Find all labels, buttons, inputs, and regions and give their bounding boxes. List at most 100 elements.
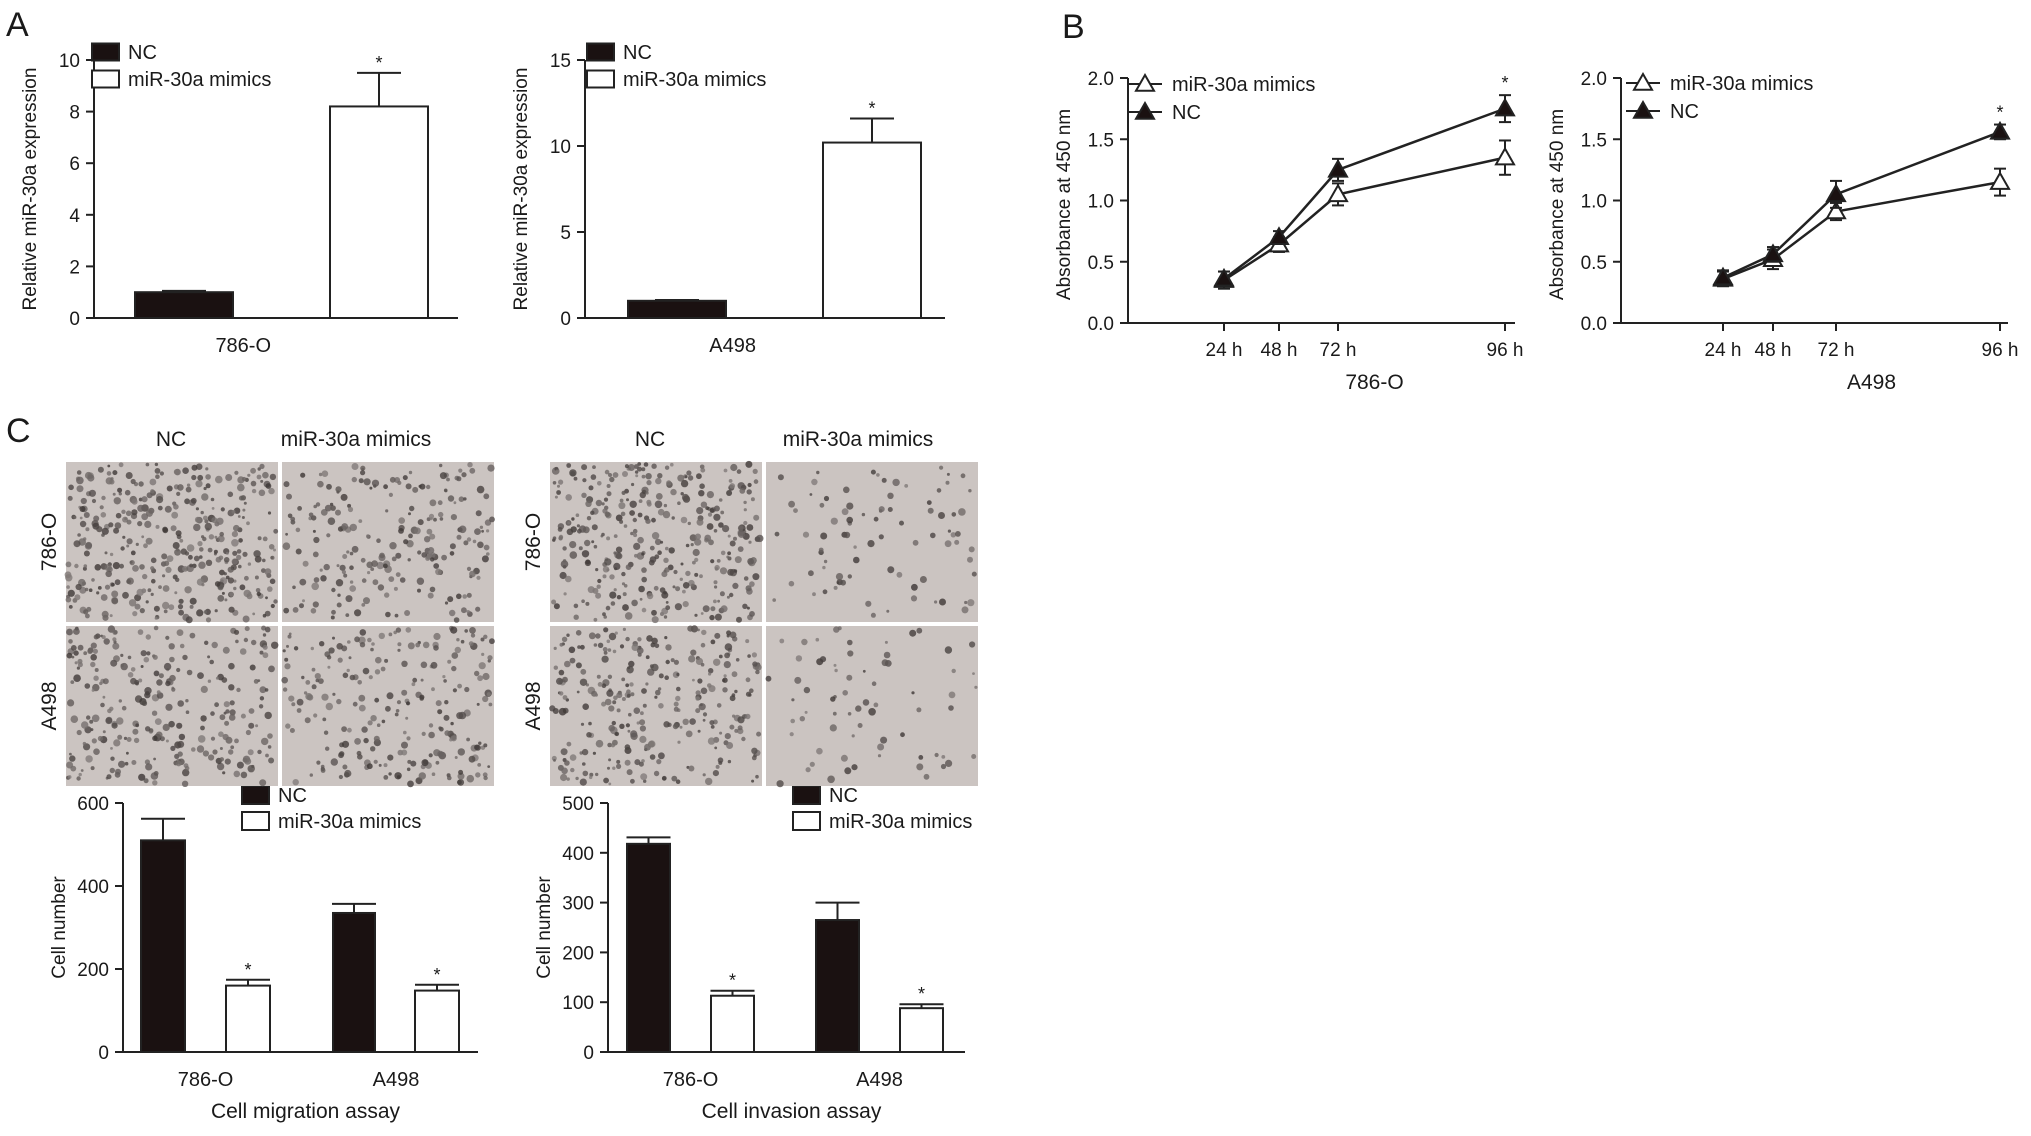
stained-cell: [326, 483, 332, 490]
stained-cell: [235, 639, 239, 644]
stained-cell: [791, 698, 795, 702]
stained-cell: [351, 463, 359, 470]
stained-cell: [197, 672, 204, 679]
stained-cell: [168, 720, 175, 728]
stained-cell: [156, 679, 163, 686]
stained-cell: [143, 656, 150, 663]
stained-cell: [297, 506, 302, 511]
stained-cell: [601, 655, 609, 663]
stained-cell: [702, 718, 706, 722]
stained-cell: [389, 542, 397, 550]
stained-cell: [126, 519, 132, 525]
stained-cell: [851, 764, 858, 771]
stained-cell: [209, 659, 214, 665]
stained-cell: [756, 534, 764, 543]
stained-cell: [562, 546, 567, 551]
stained-cell: [765, 675, 772, 682]
stained-cell: [240, 713, 246, 719]
stained-cell: [964, 600, 968, 605]
stained-cell: [264, 711, 272, 720]
stained-cell: [231, 539, 239, 547]
stained-cell: [203, 486, 207, 491]
stained-cell: [200, 685, 208, 694]
stained-cell: [181, 780, 189, 787]
stained-cell: [595, 499, 603, 507]
stained-cell: [590, 510, 595, 515]
stained-cell: [745, 691, 752, 697]
stained-cell: [846, 502, 854, 510]
stained-cell: [474, 744, 481, 751]
stained-cell: [150, 566, 155, 571]
micrograph-column-label: NC: [635, 428, 665, 451]
stained-cell: [228, 606, 235, 613]
stained-cell: [604, 511, 611, 518]
stained-cell: [682, 582, 690, 589]
stained-cell: [641, 552, 645, 556]
stained-cell: [751, 779, 755, 783]
stained-cell: [571, 517, 575, 521]
stained-cell: [424, 536, 431, 543]
stained-cell: [616, 692, 623, 699]
stained-cell: [207, 655, 211, 659]
stained-cell: [360, 557, 366, 563]
stained-cell: [323, 563, 330, 571]
stained-cell: [134, 603, 141, 610]
stained-cell: [582, 478, 587, 483]
stained-cell: [648, 740, 656, 748]
stained-cell: [596, 584, 601, 589]
stained-cell: [710, 606, 716, 612]
stained-cell: [325, 746, 330, 751]
stained-cell: [556, 490, 561, 495]
stained-cell: [211, 507, 215, 510]
stained-cell: [724, 652, 730, 659]
stained-cell: [670, 488, 677, 496]
stained-cell: [388, 576, 395, 582]
stained-cell: [450, 514, 457, 521]
stained-cell: [393, 586, 398, 591]
stained-cell: [215, 475, 223, 484]
stained-cell: [710, 725, 715, 729]
stained-cell: [145, 509, 153, 517]
stained-cell: [873, 702, 879, 708]
stained-cell: [663, 557, 669, 563]
stained-cell: [368, 675, 373, 680]
stained-cell: [197, 541, 203, 547]
stained-cell: [655, 493, 663, 500]
stained-cell: [642, 703, 647, 708]
stained-cell: [487, 765, 491, 768]
stained-cell: [111, 590, 119, 598]
stained-cell: [699, 483, 705, 490]
stained-cell: [162, 723, 170, 732]
stained-cell: [687, 475, 694, 481]
stained-cell: [815, 637, 820, 642]
stained-cell: [66, 585, 70, 589]
stained-cell: [478, 741, 482, 745]
stained-cell: [200, 510, 204, 515]
stained-cell: [363, 597, 370, 605]
stained-cell: [342, 554, 348, 559]
stained-cell: [315, 678, 320, 683]
stained-cell: [264, 610, 271, 617]
stained-cell: [113, 497, 122, 505]
stained-cell: [100, 594, 108, 601]
stained-cell: [166, 485, 173, 492]
stained-cell: [219, 531, 224, 537]
stained-cell: [772, 598, 776, 602]
stained-cell: [68, 639, 73, 644]
stained-cell: [736, 469, 742, 474]
stained-cell: [746, 606, 750, 610]
stained-cell: [173, 469, 180, 475]
stained-cell: [673, 701, 679, 707]
stained-cell: [229, 591, 235, 597]
stained-cell: [865, 600, 872, 607]
stained-cell: [645, 655, 650, 660]
stained-cell: [239, 584, 246, 591]
stained-cell: [637, 637, 642, 642]
stained-cell: [185, 710, 190, 714]
y-axis-title: Cell number: [49, 876, 70, 979]
stained-cell: [394, 772, 402, 780]
stained-cell: [207, 547, 213, 553]
stained-cell: [608, 632, 617, 641]
stained-cell: [253, 679, 259, 684]
stained-cell: [204, 608, 211, 616]
